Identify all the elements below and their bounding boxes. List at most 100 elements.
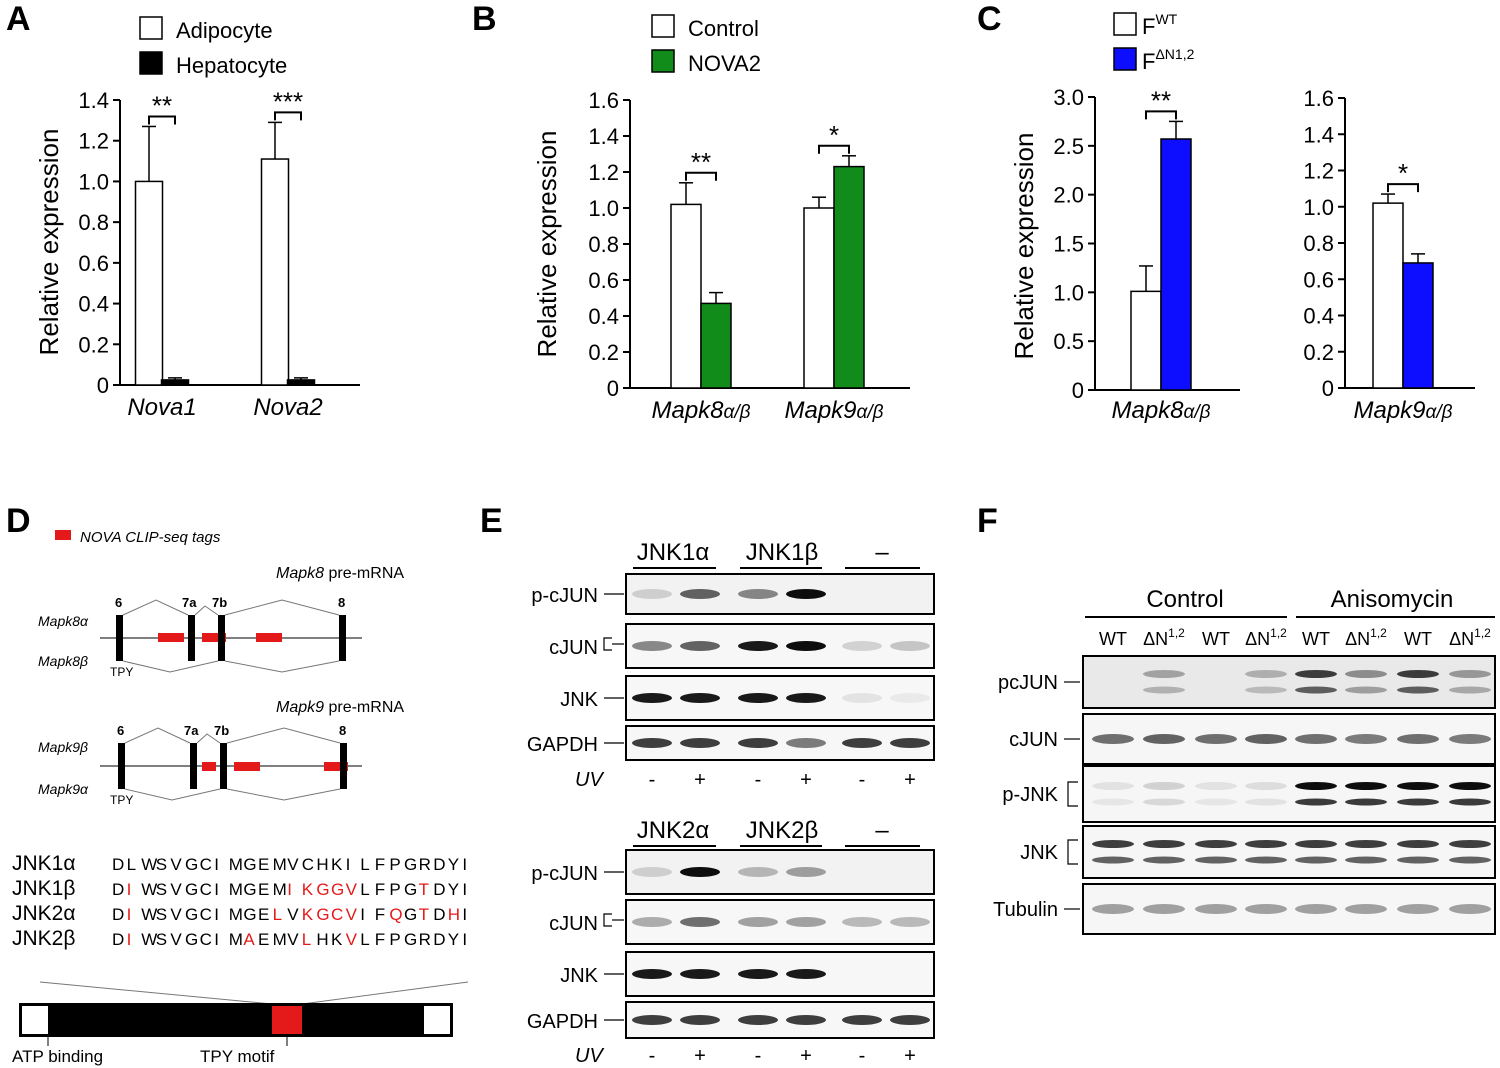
blot-band bbox=[842, 1015, 882, 1025]
sequence-residue: Q bbox=[389, 905, 402, 924]
blot-band bbox=[786, 917, 826, 927]
blot-band bbox=[842, 738, 882, 748]
sequence-residue: P bbox=[389, 880, 400, 899]
y-tick-label: 1.5 bbox=[1053, 232, 1084, 257]
blot-band bbox=[786, 969, 826, 979]
kinase-domain-bar bbox=[19, 1003, 453, 1037]
blot-band bbox=[786, 1015, 826, 1025]
sequence-residue: D bbox=[112, 905, 124, 924]
significance-bracket bbox=[818, 144, 850, 154]
blot-band bbox=[1143, 734, 1185, 744]
sequence-residue: V bbox=[170, 905, 182, 924]
mapk9-exon bbox=[118, 743, 125, 789]
mapk9-exon-label: 7b bbox=[214, 723, 229, 738]
y-tick-label: 0.8 bbox=[78, 210, 109, 235]
panel-letter-f: F bbox=[977, 502, 998, 540]
mapk9-splice-line bbox=[196, 733, 221, 744]
mapk8-clip-tag bbox=[256, 633, 282, 642]
uv-value: + bbox=[904, 1045, 916, 1067]
y-tick-label: 1.6 bbox=[1303, 86, 1334, 111]
blot-band bbox=[1245, 840, 1287, 848]
blot-band bbox=[1345, 856, 1387, 864]
blot-membrane bbox=[625, 725, 935, 761]
sequence-residue: G bbox=[243, 905, 256, 924]
mapk9-exon bbox=[220, 743, 227, 789]
blot-membrane bbox=[625, 675, 935, 721]
sequence-residue: I bbox=[462, 905, 467, 924]
blot-band bbox=[786, 589, 826, 599]
panel-letter-c: C bbox=[977, 0, 1002, 38]
y-axis-label: Relative expression bbox=[1009, 133, 1039, 360]
sequence-residue: L bbox=[360, 930, 369, 949]
sequence-residue: E bbox=[258, 930, 269, 949]
panel-letter-b: B bbox=[472, 0, 497, 38]
blot-group-label: – bbox=[875, 539, 889, 566]
significance-bracket bbox=[148, 115, 176, 125]
mapk9-clip-tag bbox=[202, 762, 216, 771]
mapk8-title: Mapk8 pre-mRNA bbox=[276, 565, 404, 582]
blot-band bbox=[1245, 798, 1287, 806]
sequence-residue: S bbox=[156, 905, 167, 924]
significance-label: * bbox=[829, 120, 839, 150]
x-tick-label: Nova2 bbox=[253, 394, 322, 421]
mapk8-exon bbox=[188, 615, 195, 661]
sequence-residue: K bbox=[331, 855, 343, 874]
sequence-residue: S bbox=[156, 880, 167, 899]
sequence-residue: V bbox=[170, 880, 182, 899]
blot-band bbox=[738, 589, 778, 599]
panel-letter-a: A bbox=[6, 0, 31, 38]
sequence-residue: Y bbox=[448, 930, 459, 949]
blot-band bbox=[1295, 904, 1337, 914]
blot-band bbox=[890, 693, 930, 703]
mapk9-exon bbox=[340, 743, 347, 789]
mapk8-splice-line bbox=[122, 660, 219, 673]
y-tick-label: 0 bbox=[1322, 376, 1334, 401]
blot-group-label: JNK2α bbox=[637, 817, 710, 844]
blot-band bbox=[890, 917, 930, 927]
blot-membrane bbox=[1082, 825, 1496, 879]
mapk9-splice-line bbox=[124, 727, 191, 744]
blot-band bbox=[1345, 782, 1387, 790]
sequence-residue: K bbox=[331, 930, 343, 949]
sequence-residue: C bbox=[200, 905, 212, 924]
sequence-residue: I bbox=[287, 880, 292, 899]
sequence-residue: I bbox=[127, 930, 132, 949]
sequence-residue: W bbox=[141, 855, 157, 874]
sequence-residue: M bbox=[273, 930, 287, 949]
blot-row-label: JNK bbox=[560, 689, 598, 711]
sequence-residue: L bbox=[127, 855, 136, 874]
blot-band bbox=[632, 589, 672, 599]
significance-label: ** bbox=[152, 90, 172, 120]
blot-band bbox=[1397, 686, 1439, 694]
sequence-residue: R bbox=[419, 930, 431, 949]
uv-value: - bbox=[859, 769, 866, 791]
blot-band bbox=[1295, 798, 1337, 806]
blot-row-label: p-cJUN bbox=[531, 863, 598, 885]
blot-band bbox=[680, 641, 720, 651]
sequence-residue: C bbox=[302, 855, 314, 874]
y-tick-label: 0.8 bbox=[588, 232, 619, 257]
mapk9-exon-label: 7a bbox=[184, 723, 199, 738]
uv-value: - bbox=[649, 1045, 656, 1067]
blot-row-label: pcJUN bbox=[998, 672, 1058, 694]
sequence-residue: M bbox=[229, 930, 243, 949]
sequence-residue: I bbox=[346, 855, 351, 874]
blot-band bbox=[1195, 734, 1237, 744]
mapk8-splice-line bbox=[224, 599, 340, 616]
mapk9-title: Mapk9 pre-mRNA bbox=[276, 699, 404, 716]
legend-swatch bbox=[651, 14, 675, 38]
lane-genotype-label: WT bbox=[1202, 629, 1230, 649]
blot-band bbox=[1295, 840, 1337, 848]
sequence-residue: I bbox=[127, 880, 132, 899]
sequence-residue: G bbox=[316, 905, 329, 924]
clip-tag-legend-swatch bbox=[55, 530, 71, 540]
blot-row-label: cJUN bbox=[549, 913, 598, 935]
mapk9-splice-line bbox=[226, 788, 341, 801]
blot-band bbox=[680, 867, 720, 877]
blot-group-label: JNK1β bbox=[746, 539, 819, 566]
sequence-residue: D bbox=[112, 930, 124, 949]
bar bbox=[1130, 290, 1162, 391]
blot-band bbox=[632, 969, 672, 979]
blot-row-label: GAPDH bbox=[527, 1011, 598, 1033]
